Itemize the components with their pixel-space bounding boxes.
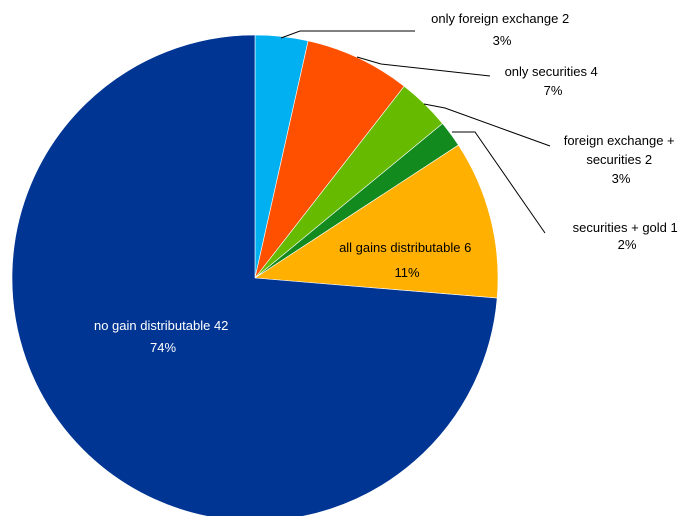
label-all-gains-distributable: all gains distributable 6 11% (339, 240, 475, 280)
leader-line-securities-gold (452, 131, 546, 234)
label-only-foreign-exchange: only foreign exchange 2 3% (431, 11, 573, 48)
label-securities-gold: securities + gold 1 2% (573, 220, 682, 252)
leader-line-only-foreign-exchange (280, 30, 415, 39)
pie-slice-no-gain-distributable (11, 34, 498, 516)
leader-line-fx-securities (423, 103, 551, 147)
label-no-gain-distributable: no gain distributable 42 74% (94, 318, 232, 355)
label-only-securities: only securities 4 7% (505, 64, 602, 98)
pie-slice-all-gains-distributable (254, 144, 499, 299)
pie-slice-only-securities (254, 40, 405, 279)
leader-line-only-securities (356, 56, 491, 77)
pie-slices (11, 34, 499, 516)
label-fx-securities: foreign exchange + securities 2 3% (564, 133, 679, 186)
